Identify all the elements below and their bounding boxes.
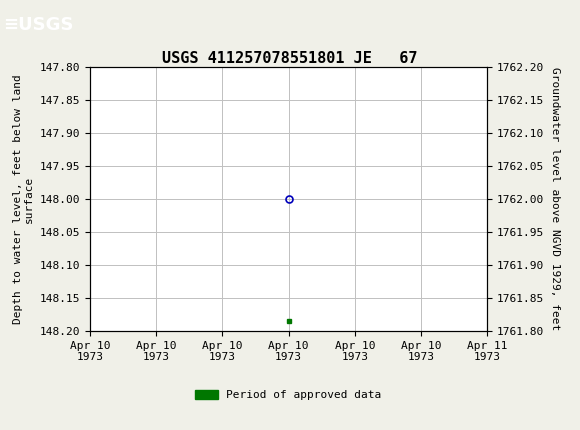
- Y-axis label: Depth to water level, feet below land
surface: Depth to water level, feet below land su…: [13, 74, 34, 324]
- Text: ≡USGS: ≡USGS: [3, 16, 74, 34]
- Y-axis label: Groundwater level above NGVD 1929, feet: Groundwater level above NGVD 1929, feet: [550, 67, 560, 331]
- Text: USGS 411257078551801 JE   67: USGS 411257078551801 JE 67: [162, 51, 418, 65]
- Legend: Period of approved data: Period of approved data: [191, 386, 386, 405]
